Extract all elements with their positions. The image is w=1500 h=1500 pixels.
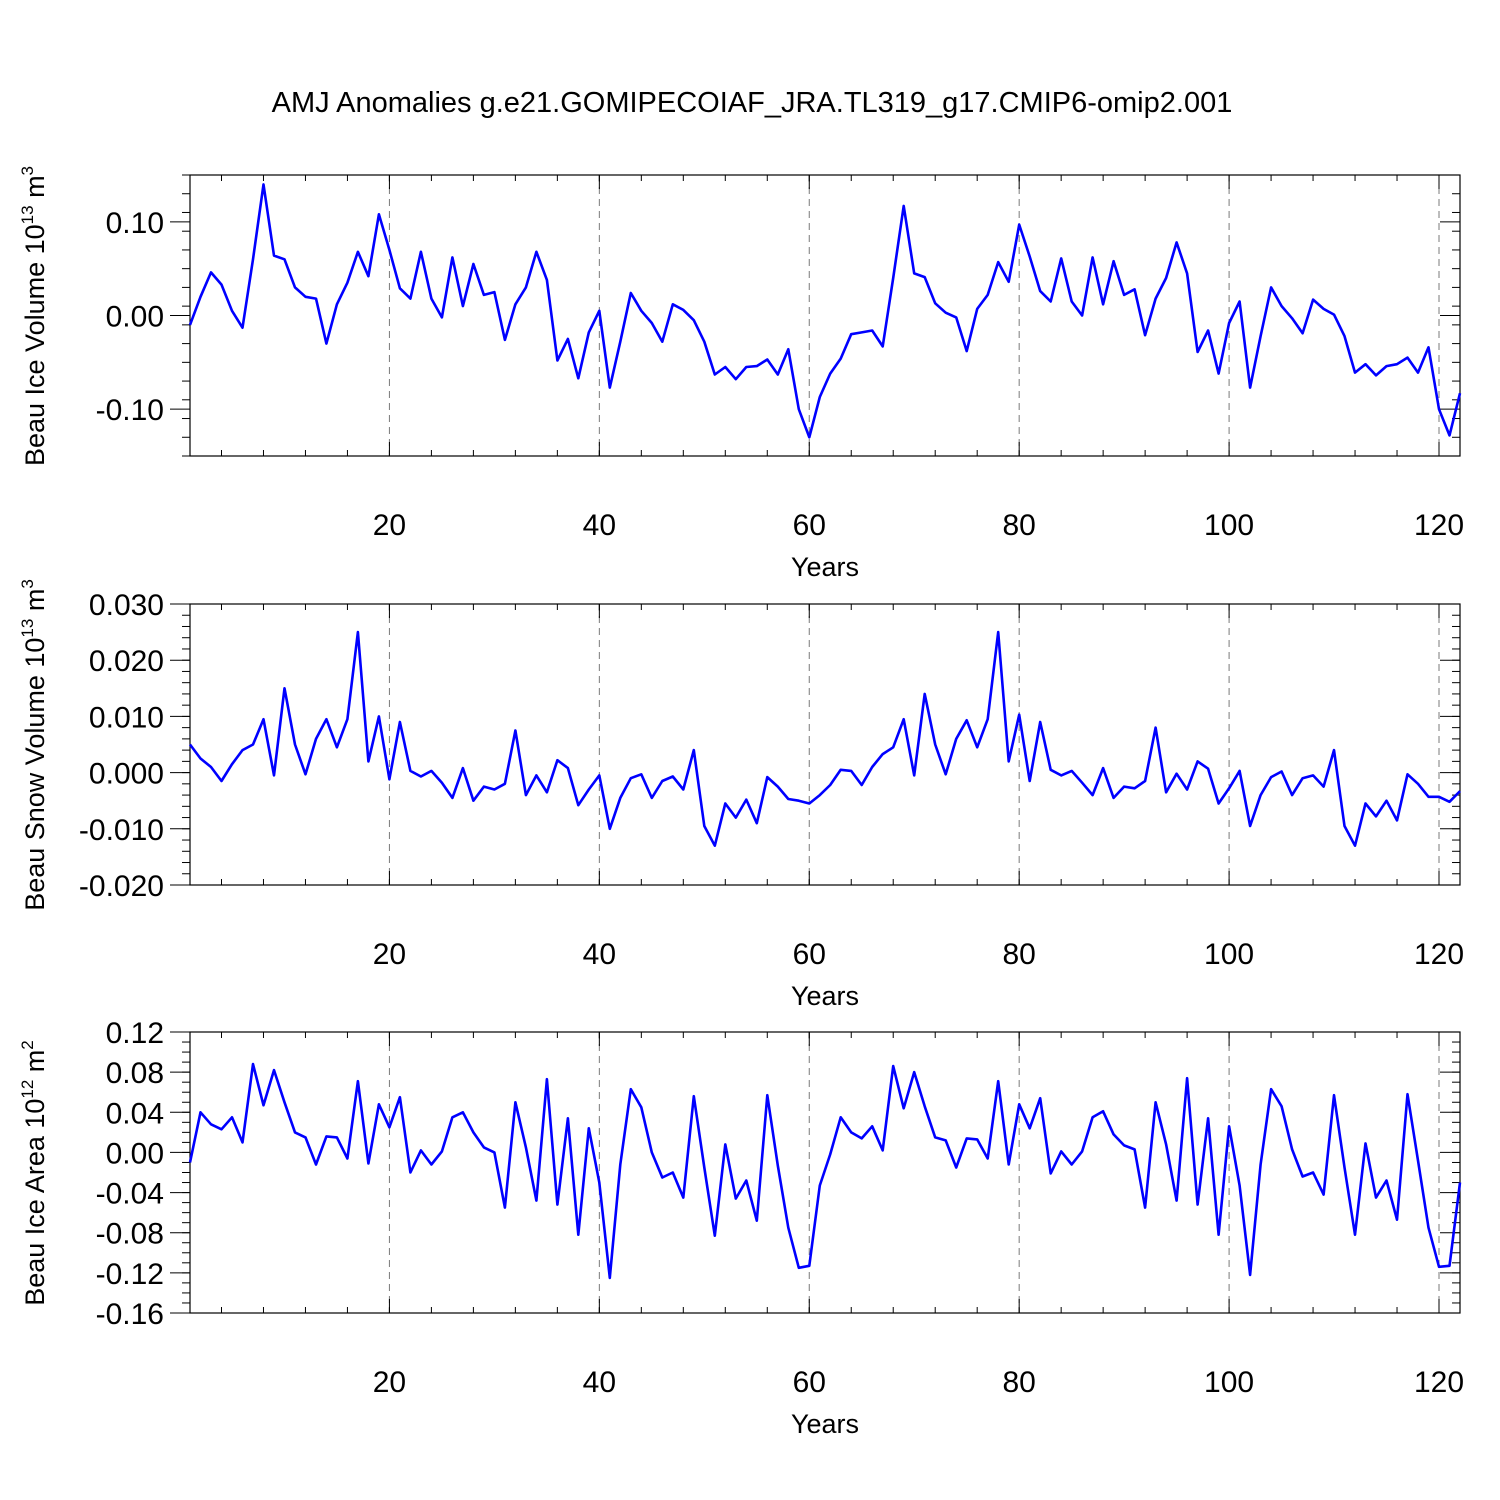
x-tick-label: 60: [793, 1366, 826, 1399]
series-line: [188, 630, 1461, 848]
x-axis-label: Years: [791, 1409, 859, 1439]
x-tick-label: 40: [583, 509, 616, 542]
x-tick-label: 120: [1414, 509, 1464, 542]
y-tick-label: 0.030: [89, 589, 164, 622]
y-axis-label: Beau Ice Area 1012 m2: [18, 1040, 50, 1306]
y-tick-label: 0.00: [106, 1137, 164, 1170]
y-axis-label: Beau Ice Volume 1013 m3: [18, 166, 50, 466]
x-tick-label: 80: [1002, 938, 1035, 971]
y-axis-label: Beau Snow Volume 1013 m3: [18, 579, 50, 911]
y-tick-label: 0.10: [106, 207, 164, 240]
y-tick-label: -0.12: [96, 1258, 164, 1291]
x-tick-label: 20: [373, 509, 406, 542]
y-tick-label: 0.12: [106, 1017, 164, 1050]
y-tick-label: -0.020: [79, 870, 164, 903]
y-tick-label: -0.16: [96, 1298, 164, 1331]
y-tick-label: 0.010: [89, 701, 164, 734]
x-tick-label: 100: [1204, 1366, 1254, 1399]
x-tick-label: 80: [1002, 1366, 1035, 1399]
y-tick-label: 0.04: [106, 1097, 164, 1130]
y-tick-label: -0.04: [96, 1178, 164, 1211]
y-tick-label: -0.08: [96, 1218, 164, 1251]
x-tick-label: 80: [1002, 509, 1035, 542]
x-tick-label: 120: [1414, 1366, 1464, 1399]
x-tick-label: 40: [583, 1366, 616, 1399]
y-tick-label: 0.00: [106, 301, 164, 334]
x-tick-label: 60: [793, 509, 826, 542]
x-axis-label: Years: [791, 552, 859, 582]
y-tick-label: 0.000: [89, 758, 164, 791]
figure-title: AMJ Anomalies g.e21.GOMIPECOIAF_JRA.TL31…: [272, 87, 1233, 119]
y-tick-label: 0.08: [106, 1057, 164, 1090]
x-tick-label: 100: [1204, 938, 1254, 971]
x-tick-label: 20: [373, 938, 406, 971]
chart-panel-2: 20 40 60 80 100 120 -0.020 -0.010 0.000 0.010 0.02…: [18, 579, 1464, 1011]
x-tick-label: 40: [583, 938, 616, 971]
y-tick-label: -0.010: [79, 814, 164, 847]
plot-frame: [189, 603, 1461, 886]
plot-frame: [189, 174, 1461, 457]
x-axis-label: Years: [791, 981, 859, 1011]
x-tick-label: 20: [373, 1366, 406, 1399]
x-tick-label: 120: [1414, 938, 1464, 971]
plot-frame: [189, 1031, 1461, 1314]
chart-panel-1: 20 40 60 80 100 120 -0.10 0.00 0.10 Years Beau Ice…: [18, 166, 1464, 582]
chart-panel-3: 20 40 60 80 100 120 -0.16 -0.12 -0.08 -0.04 0.00 0.…: [18, 1017, 1464, 1439]
x-tick-label: 100: [1204, 509, 1254, 542]
y-tick-label: -0.10: [96, 394, 164, 427]
series-line: [188, 1062, 1462, 1280]
x-tick-label: 60: [793, 938, 826, 971]
y-tick-label: 0.020: [89, 645, 164, 678]
series-line: [188, 183, 1462, 439]
